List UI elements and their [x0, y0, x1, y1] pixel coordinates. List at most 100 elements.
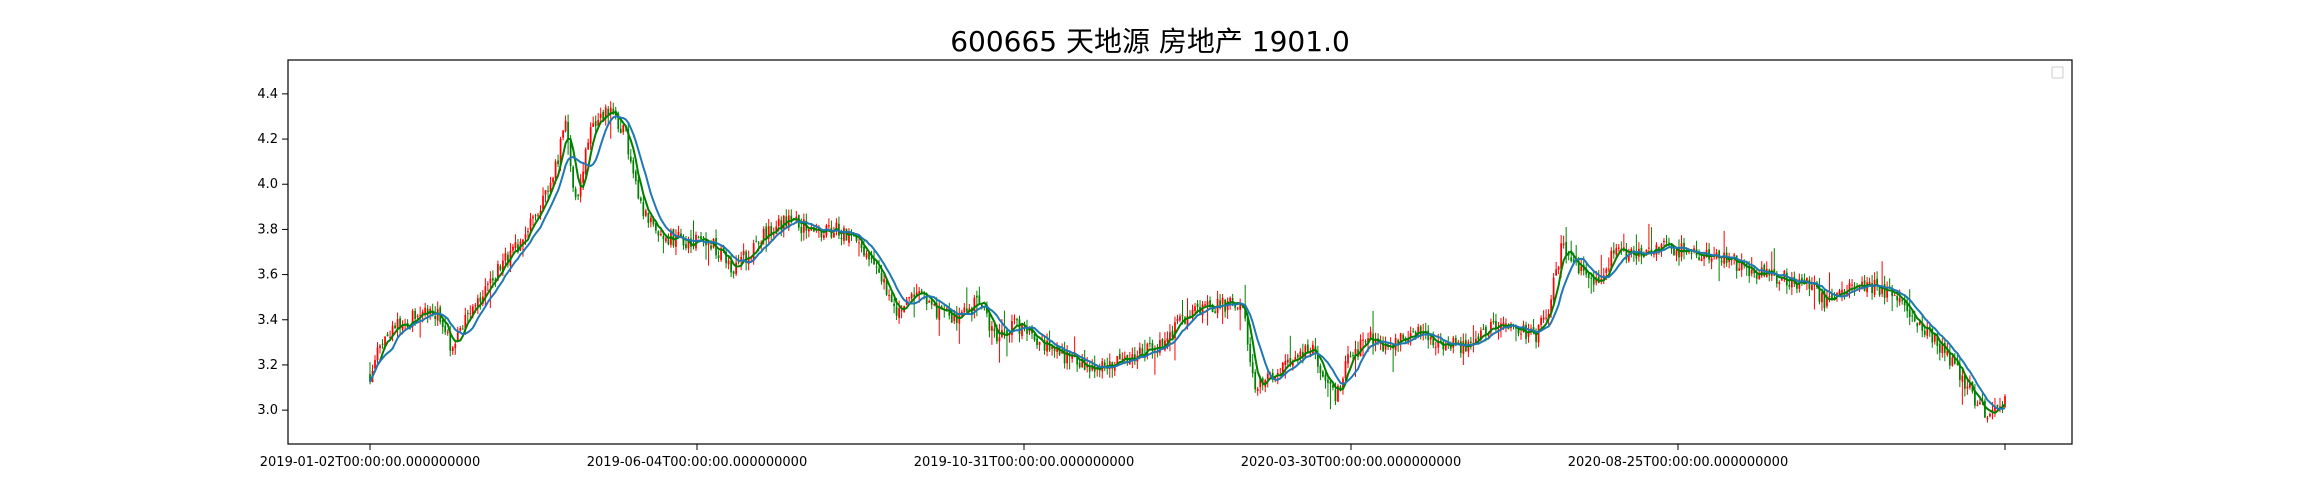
- ma-short-line: [369, 110, 2006, 415]
- candle: [2004, 394, 2006, 409]
- chart-title: 600665 天地源 房地产 1901.0: [950, 25, 1350, 58]
- candle: [732, 270, 735, 279]
- candle: [529, 212, 532, 234]
- candle: [807, 229, 810, 238]
- candle: [1933, 334, 1936, 345]
- candle: [507, 251, 509, 268]
- candle: [544, 190, 547, 203]
- candle: [1118, 348, 1121, 360]
- candle: [1921, 313, 1924, 338]
- candle: [1126, 354, 1129, 366]
- candle: [1254, 369, 1257, 393]
- candle: [1349, 351, 1352, 358]
- candle: [1557, 265, 1560, 275]
- candle: [1296, 353, 1299, 364]
- candle: [700, 232, 702, 241]
- candle: [1974, 383, 1976, 409]
- candle: [1542, 310, 1545, 324]
- candle: [1256, 386, 1259, 396]
- candle: [1695, 240, 1698, 259]
- x-tick: 2019-10-31T00:00:00.000000000: [914, 444, 1134, 470]
- candle: [1615, 243, 1618, 258]
- candle: [767, 218, 770, 245]
- candle: [391, 320, 394, 342]
- candle: [1648, 223, 1650, 253]
- candle: [1374, 332, 1377, 352]
- candle: [1066, 345, 1069, 370]
- candle: [1808, 276, 1811, 297]
- candle: [1299, 348, 1302, 363]
- candle: [1500, 317, 1502, 338]
- candle: [1989, 412, 1991, 418]
- candle: [1828, 272, 1831, 303]
- y-tick: 4.2: [257, 132, 288, 147]
- candle: [1490, 318, 1492, 336]
- candle: [928, 299, 931, 303]
- candle: [1078, 359, 1081, 369]
- candle: [1883, 275, 1886, 305]
- candle: [411, 308, 414, 332]
- candle: [1289, 335, 1292, 368]
- candle: [1304, 343, 1307, 359]
- candle: [1881, 261, 1884, 298]
- y-tick-label: 3.4: [257, 313, 278, 328]
- candle: [376, 342, 379, 366]
- candle: [592, 116, 595, 127]
- candle: [1006, 327, 1008, 357]
- candle: [1462, 333, 1465, 365]
- candle: [1482, 323, 1485, 330]
- candle: [685, 235, 687, 251]
- candle: [988, 312, 991, 338]
- candle: [875, 261, 878, 275]
- candle: [1826, 291, 1828, 309]
- candle: [499, 264, 502, 272]
- candle: [1801, 273, 1803, 286]
- candle: [642, 193, 645, 220]
- candle: [1821, 290, 1823, 311]
- candle: [1329, 379, 1332, 410]
- candle: [1467, 339, 1470, 357]
- candle: [1943, 337, 1946, 362]
- candle: [1848, 279, 1851, 299]
- candle: [1740, 253, 1743, 277]
- candle: [1948, 346, 1951, 370]
- ma-long-line: [369, 115, 2006, 410]
- candle: [1562, 235, 1565, 249]
- candle: [863, 239, 865, 258]
- x-axis: 2019-01-02T00:00:00.000000000 2019-06-04T…: [260, 444, 2006, 470]
- candle: [1026, 319, 1028, 342]
- candle: [649, 215, 652, 228]
- candle: [843, 225, 845, 245]
- candle: [456, 326, 459, 343]
- y-tick: 3.0: [257, 403, 288, 418]
- candle: [1625, 242, 1628, 264]
- candle: [1472, 325, 1475, 353]
- candle: [434, 306, 437, 327]
- candle: [1592, 271, 1595, 292]
- candle: [622, 124, 625, 135]
- y-tick-label: 4.4: [257, 87, 278, 102]
- candle: [1372, 310, 1374, 355]
- candle: [1617, 244, 1620, 252]
- candle: [1013, 314, 1016, 325]
- candle: [1607, 257, 1610, 273]
- candle: [1018, 315, 1021, 343]
- candle: [1347, 345, 1349, 369]
- candle: [577, 193, 580, 201]
- candle: [1846, 284, 1848, 296]
- candle: [1033, 333, 1036, 342]
- candle: [1941, 338, 1944, 358]
- candle: [1768, 268, 1771, 282]
- candle: [1851, 279, 1853, 293]
- candle: [933, 303, 936, 307]
- candle: [1903, 294, 1906, 312]
- x-tick-label: 2020-08-25T00:00:00.000000000: [1568, 455, 1788, 470]
- candle: [1344, 355, 1347, 385]
- candle: [1103, 359, 1106, 372]
- candle: [913, 287, 916, 318]
- candle: [1770, 251, 1773, 281]
- candle: [1765, 261, 1768, 278]
- candle: [512, 243, 514, 254]
- candle: [1823, 288, 1826, 312]
- candle: [484, 278, 487, 307]
